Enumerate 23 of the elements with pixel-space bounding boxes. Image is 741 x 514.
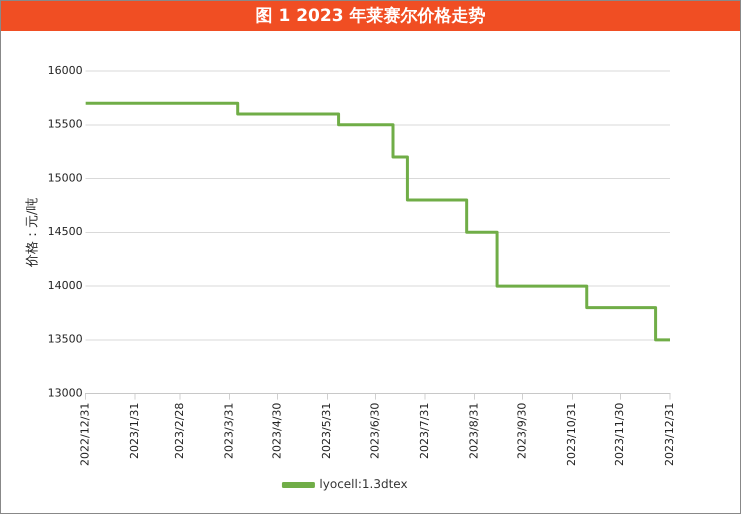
- y-tick-label: 15000: [48, 171, 83, 184]
- x-tick-label: 2023/9/30: [516, 402, 529, 460]
- x-tick-label: 2023/5/31: [320, 402, 334, 460]
- y-tick-label: 13000: [48, 386, 83, 400]
- y-axis-title: 价格：元/吨: [25, 198, 40, 268]
- legend-label: lyocell:1.3dtex: [319, 477, 408, 492]
- y-tick-label: 15500: [48, 118, 83, 131]
- x-tick-label: 2023/7/31: [418, 402, 431, 460]
- x-tick-label: 2023/11/30: [613, 402, 626, 466]
- y-tick-label: 14500: [48, 225, 83, 238]
- y-tick-label: 13500: [48, 332, 83, 346]
- x-tick-label: 2023/10/31: [565, 402, 578, 466]
- x-tick-label: 2023/1/31: [128, 402, 142, 460]
- y-tick-label: 16000: [48, 64, 83, 77]
- x-tick-label: 2023/12/31: [662, 402, 676, 466]
- x-tick-label: 2023/2/28: [172, 402, 186, 460]
- y-tick-label: 14000: [48, 278, 83, 292]
- chart-title: 图 1 2023 年莱赛尔价格走势: [1, 1, 740, 31]
- x-tick-label: 2023/6/30: [368, 402, 382, 460]
- x-tick-label: 2023/3/31: [222, 402, 236, 460]
- x-tick-label: 2022/12/31: [78, 402, 92, 466]
- x-tick-label: 2023/8/31: [468, 402, 481, 460]
- x-tick-label: 2023/4/30: [270, 402, 284, 460]
